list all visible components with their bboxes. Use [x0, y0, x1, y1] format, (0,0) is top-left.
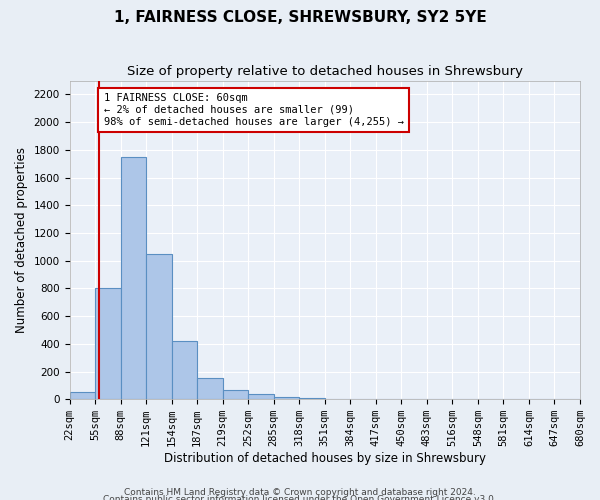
- Title: Size of property relative to detached houses in Shrewsbury: Size of property relative to detached ho…: [127, 65, 523, 78]
- Text: 1, FAIRNESS CLOSE, SHREWSBURY, SY2 5YE: 1, FAIRNESS CLOSE, SHREWSBURY, SY2 5YE: [113, 10, 487, 25]
- Bar: [248, 394, 274, 399]
- Text: Contains public sector information licensed under the Open Government Licence v3: Contains public sector information licen…: [103, 496, 497, 500]
- Bar: [172, 341, 197, 399]
- X-axis label: Distribution of detached houses by size in Shrewsbury: Distribution of detached houses by size …: [164, 452, 486, 465]
- Bar: [325, 398, 350, 399]
- Bar: [121, 157, 146, 399]
- Bar: [274, 397, 299, 399]
- Bar: [146, 254, 172, 399]
- Y-axis label: Number of detached properties: Number of detached properties: [15, 147, 28, 333]
- Bar: [95, 288, 121, 399]
- Bar: [299, 398, 325, 399]
- Bar: [197, 378, 223, 399]
- Text: 1 FAIRNESS CLOSE: 60sqm
← 2% of detached houses are smaller (99)
98% of semi-det: 1 FAIRNESS CLOSE: 60sqm ← 2% of detached…: [104, 94, 404, 126]
- Bar: [70, 392, 95, 399]
- Text: Contains HM Land Registry data © Crown copyright and database right 2024.: Contains HM Land Registry data © Crown c…: [124, 488, 476, 497]
- Bar: [223, 390, 248, 399]
